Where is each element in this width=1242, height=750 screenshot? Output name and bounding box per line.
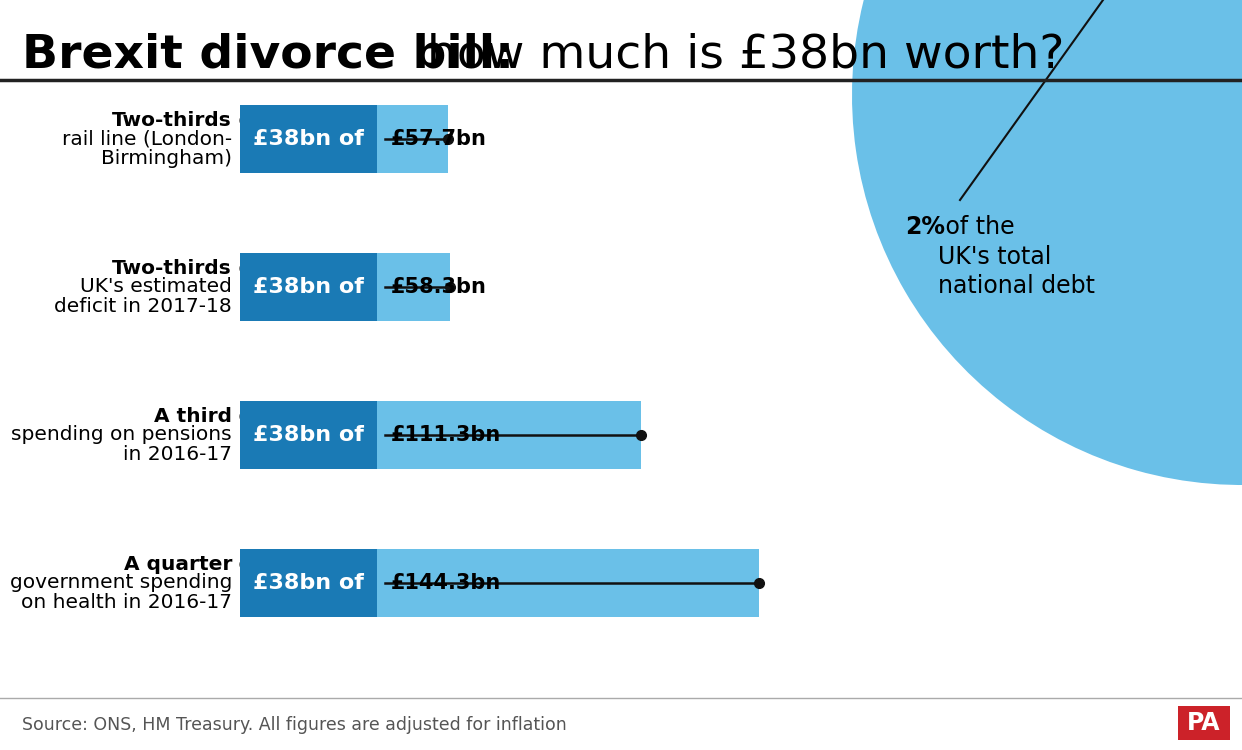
Text: deficit in 2017-18: deficit in 2017-18 [55, 296, 232, 316]
Bar [240, 253, 376, 321]
Text: of the: of the [232, 259, 298, 278]
Text: Brexit divorce bill:: Brexit divorce bill: [22, 32, 514, 77]
Text: £111.3bn: £111.3bn [391, 425, 501, 445]
Text: £144.3bn: £144.3bn [391, 573, 501, 593]
Bar [376, 105, 447, 173]
Text: UK's estimated: UK's estimated [81, 278, 232, 296]
Text: £57.7bn: £57.7bn [391, 129, 487, 149]
Text: rail line (London-: rail line (London- [62, 130, 232, 149]
Bar [240, 401, 376, 469]
Text: government spending: government spending [10, 574, 232, 592]
Bar [240, 105, 376, 173]
Text: £38bn of: £38bn of [253, 129, 364, 149]
Bar [376, 401, 641, 469]
Bar [376, 549, 759, 617]
Text: of the
UK's total
national debt: of the UK's total national debt [938, 215, 1095, 298]
Bar [240, 549, 376, 617]
Text: A third: A third [154, 406, 232, 425]
Text: £38bn of: £38bn of [253, 277, 364, 297]
Text: A quarter: A quarter [124, 554, 232, 574]
Text: in 2016-17: in 2016-17 [123, 445, 232, 464]
Text: on health in 2016-17: on health in 2016-17 [21, 592, 232, 611]
Text: of: of [232, 554, 258, 574]
Text: how much is £38bn worth?: how much is £38bn worth? [412, 32, 1064, 77]
Text: £58.3bn: £58.3bn [391, 277, 487, 297]
Text: £38bn of: £38bn of [253, 573, 364, 593]
Text: spending on pensions: spending on pensions [11, 425, 232, 445]
Text: of government: of government [232, 406, 388, 425]
Bar [1177, 706, 1230, 740]
Text: Source: ONS, HM Treasury. All figures are adjusted for inflation: Source: ONS, HM Treasury. All figures ar… [22, 716, 566, 734]
Text: £38bn of: £38bn of [253, 425, 364, 445]
Text: of the HS2: of the HS2 [232, 110, 345, 130]
Text: PA: PA [1187, 711, 1221, 735]
Text: 2%: 2% [905, 215, 945, 239]
Text: Two-thirds: Two-thirds [112, 259, 232, 278]
Wedge shape [852, 0, 1242, 485]
Bar [376, 253, 450, 321]
Text: Birmingham): Birmingham) [101, 148, 232, 167]
Text: Two-thirds: Two-thirds [112, 110, 232, 130]
